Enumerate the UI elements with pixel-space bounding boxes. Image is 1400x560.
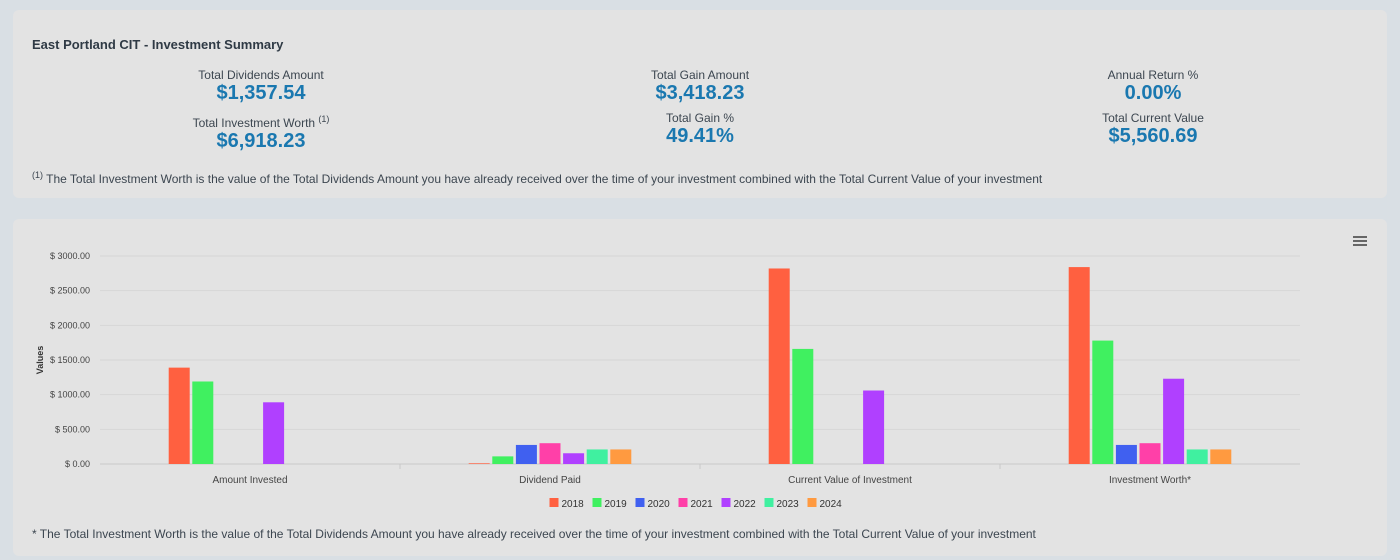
chart-footnote: * The Total Investment Worth is the valu… <box>32 527 1036 541</box>
hamburger-menu-icon[interactable] <box>1353 236 1367 246</box>
x-tick-label: Amount Invested <box>212 475 287 486</box>
metric-label: Total Dividends Amount <box>198 68 324 82</box>
legend-swatch <box>549 498 559 507</box>
bar-chart: $ 0.00 $ 500.00 $ 1000.00 $ 1500.00 $ 2000.0… <box>35 251 1300 510</box>
metric-label: Total Gain % <box>665 111 735 125</box>
bar-2019 <box>192 381 214 464</box>
legend-label: 2019 <box>605 499 628 510</box>
footnote-marker: (1) <box>32 170 43 180</box>
metric-annual-return: Annual Return % 0.00% <box>1003 68 1303 104</box>
bar-2022 <box>563 453 585 464</box>
metric-value: $6,918.23 <box>216 130 306 152</box>
metric-value: $5,560.69 <box>1108 125 1198 147</box>
bar-2021 <box>539 443 561 464</box>
legend-swatch <box>592 498 602 507</box>
metric-label: Annual Return % <box>1107 68 1199 82</box>
y-tick-label: $ 500.00 <box>55 424 90 434</box>
bar-2024 <box>610 449 632 464</box>
bar-2022 <box>863 390 885 464</box>
legend-label: 2023 <box>777 499 800 510</box>
bar-2019 <box>1092 340 1114 464</box>
investment-summary-card: East Portland CIT - Investment Summary T… <box>13 10 1387 198</box>
metric-label: Total Current Value <box>1102 111 1204 125</box>
metric-value: $3,418.23 <box>655 82 745 104</box>
x-tick-label: Investment Worth* <box>1109 475 1191 486</box>
legend-label: 2018 <box>562 499 585 510</box>
metric-value: 49.41% <box>666 125 734 147</box>
legend-swatch <box>807 498 817 507</box>
legend-label: 2022 <box>734 499 757 510</box>
bar-2018 <box>768 268 790 464</box>
summary-title: East Portland CIT - Investment Summary <box>32 37 284 52</box>
y-axis-label: Values <box>35 346 45 375</box>
x-tick-label: Current Value of Investment <box>788 475 912 486</box>
bar-2018 <box>1068 267 1090 464</box>
y-tick-label: $ 1000.00 <box>50 390 90 400</box>
chart-card: $ 0.00 $ 500.00 $ 1000.00 $ 1500.00 $ 2000.0… <box>13 219 1387 556</box>
legend-label: 2024 <box>820 499 843 510</box>
y-tick-label: $ 2500.00 <box>50 286 90 296</box>
bar-2019 <box>792 348 814 464</box>
metric-total-investment-worth: Total Investment Worth (1) $6,918.23 <box>111 112 411 152</box>
bar-2022 <box>1163 378 1185 464</box>
bar-2022 <box>263 402 285 464</box>
legend-swatch <box>721 498 731 507</box>
legend-swatch <box>678 498 688 507</box>
y-tick-label: $ 2000.00 <box>50 320 90 330</box>
footnote-marker: (1) <box>318 114 330 124</box>
legend-label: 2021 <box>691 499 714 510</box>
metric-label: Total Investment Worth (1) <box>111 112 411 130</box>
legend-swatch <box>635 498 645 507</box>
bar-2021 <box>1139 443 1161 464</box>
metric-total-gain-amount: Total Gain Amount $3,418.23 <box>550 68 850 104</box>
summary-footnote: (1) The Total Investment Worth is the va… <box>32 170 1042 186</box>
legend-swatch <box>764 498 774 507</box>
y-tick-label: $ 3000.00 <box>50 251 90 261</box>
bar-2023 <box>1186 449 1208 464</box>
metric-value: 0.00% <box>1124 82 1182 104</box>
legend-label: 2020 <box>648 499 671 510</box>
y-tick-label: $ 0.00 <box>65 459 90 469</box>
bar-2020 <box>1115 444 1137 464</box>
bar-2019 <box>492 456 514 464</box>
bar-2023 <box>586 449 608 464</box>
metric-total-dividends: Total Dividends Amount $1,357.54 <box>111 68 411 104</box>
metric-label: Total Gain Amount <box>650 68 750 82</box>
bar-2024 <box>1210 449 1232 464</box>
metric-label-text: Total Investment Worth <box>192 116 316 130</box>
x-tick-label: Dividend Paid <box>519 475 581 486</box>
metric-total-gain-percent: Total Gain % 49.41% <box>550 111 850 147</box>
bar-2020 <box>515 444 537 464</box>
metric-total-current-value: Total Current Value $5,560.69 <box>1003 111 1303 147</box>
bar-2018 <box>468 463 490 464</box>
y-tick-label: $ 1500.00 <box>50 355 90 365</box>
metric-value: $1,357.54 <box>216 82 306 104</box>
bar-2018 <box>168 367 190 464</box>
footnote-text: The Total Investment Worth is the value … <box>46 172 1043 186</box>
